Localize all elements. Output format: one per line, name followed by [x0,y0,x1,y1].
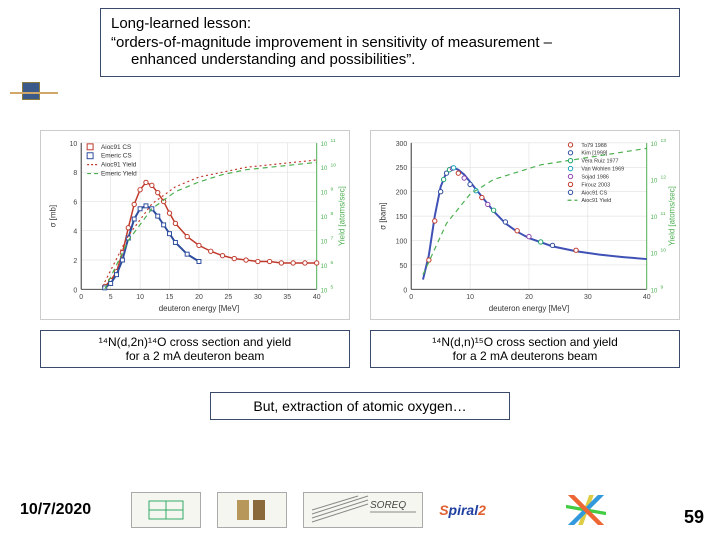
logo-soreq: SOREQ [303,492,423,528]
caption-row: ¹⁴N(d,2n)¹⁴O cross section and yieldfor … [40,330,680,368]
svg-text:10: 10 [321,191,328,197]
svg-text:10: 10 [651,215,658,221]
lesson-title: Long-learned lesson: [111,15,669,32]
svg-text:To79 1988: To79 1988 [581,143,606,149]
charts-row: 0510152025303540024681010510610710810910… [40,130,680,320]
chart-left: 0510152025303540024681010510610710810910… [40,130,350,320]
svg-text:10: 10 [321,215,328,221]
svg-text:10: 10 [331,162,337,168]
svg-text:Firouz 2003: Firouz 2003 [581,182,610,188]
svg-text:Vera Ruiz 1977: Vera Ruiz 1977 [581,159,618,165]
svg-text:200: 200 [396,190,408,197]
svg-text:250: 250 [396,165,408,172]
svg-text:10: 10 [136,294,144,301]
svg-text:50: 50 [400,263,408,270]
lesson-box: Long-learned lesson: “orders-of-magnitud… [100,8,680,77]
svg-text:25: 25 [225,294,233,301]
svg-text:10: 10 [321,166,328,172]
svg-text:5: 5 [109,294,113,301]
svg-text:12: 12 [661,174,667,180]
svg-text:10: 10 [466,294,474,301]
footer: 10/7/2020 SOREQ Spiral2 [0,492,720,528]
svg-text:Emeric Yield: Emeric Yield [101,171,137,178]
svg-text:10: 10 [651,252,658,258]
svg-text:0: 0 [403,287,407,294]
svg-text:5: 5 [331,284,334,290]
svg-text:20: 20 [195,294,203,301]
logo-inst-1 [131,492,201,528]
svg-text:40: 40 [313,294,321,301]
logo-inst-2 [217,492,287,528]
svg-text:0: 0 [79,294,83,301]
svg-text:Aioc91 CS: Aioc91 CS [101,144,131,151]
svg-text:Van Wohlen 1969: Van Wohlen 1969 [581,167,624,173]
caption-right: ¹⁴N(d,n)¹⁵O cross section and yieldfor a… [370,330,680,368]
svg-text:9: 9 [331,187,334,193]
svg-text:10: 10 [651,142,658,148]
svg-text:10: 10 [70,141,78,148]
svg-text:6: 6 [331,260,334,266]
lesson-line1: “orders-of-magnitude improvement in sens… [111,34,669,51]
svg-text:7: 7 [331,236,334,242]
slide-date: 10/7/2020 [20,501,91,519]
but-extraction-box: But, extraction of atomic oxygen… [210,392,510,420]
svg-text:10: 10 [321,264,328,270]
svg-text:0: 0 [409,294,413,301]
svg-text:150: 150 [396,214,408,221]
svg-text:Yield [atoms/sec]: Yield [atoms/sec] [667,186,676,246]
svg-text:13: 13 [661,138,667,144]
svg-text:40: 40 [643,294,651,301]
slide-bullet-decor [22,82,38,98]
svg-text:σ [mb]: σ [mb] [48,205,57,227]
svg-text:20: 20 [525,294,533,301]
svg-text:Sojad 1986: Sojad 1986 [581,174,609,180]
svg-text:100: 100 [396,238,408,245]
svg-text:deuteron energy [MeV]: deuteron energy [MeV] [159,304,239,313]
svg-text:σ [barn]: σ [barn] [378,202,387,229]
svg-text:2: 2 [73,258,77,265]
caption-left: ¹⁴N(d,2n)¹⁴O cross section and yieldfor … [40,330,350,368]
svg-text:9: 9 [661,284,664,290]
svg-text:10: 10 [321,288,328,294]
svg-text:10: 10 [661,248,667,254]
svg-text:Emeric CS: Emeric CS [101,153,132,160]
svg-text:30: 30 [584,294,592,301]
spiral2-burst-icon [566,495,606,525]
svg-text:4: 4 [73,229,77,236]
svg-text:Aioc91 CS: Aioc91 CS [581,190,607,196]
svg-text:15: 15 [166,294,174,301]
svg-text:10: 10 [321,142,328,148]
chart-right: 0102030400501001502002503001091010101110… [370,130,680,320]
svg-text:0: 0 [73,287,77,294]
svg-text:10: 10 [321,239,328,245]
page-number: 59 [684,507,704,528]
svg-text:Yield [atoms/sec]: Yield [atoms/sec] [337,186,346,246]
svg-text:6: 6 [73,199,77,206]
svg-text:35: 35 [283,294,291,301]
svg-text:10: 10 [651,288,658,294]
svg-text:8: 8 [331,211,334,217]
svg-text:8: 8 [73,170,77,177]
footer-logos: SOREQ Spiral2 [131,492,606,528]
svg-text:11: 11 [661,211,666,217]
svg-text:11: 11 [331,138,336,144]
logo-spiral2: Spiral2 [439,502,544,518]
svg-text:30: 30 [254,294,262,301]
lesson-line2: enhanced understanding and possibilities… [131,51,669,68]
svg-text:SOREQ: SOREQ [370,500,406,511]
svg-text:Aioc91 Yield: Aioc91 Yield [101,162,137,169]
svg-text:Aioc91 Yield: Aioc91 Yield [581,198,611,204]
svg-text:10: 10 [651,178,658,184]
svg-text:Kim [1999]: Kim [1999] [581,151,607,157]
svg-text:300: 300 [396,141,408,148]
svg-text:deuteron energy [MeV]: deuteron energy [MeV] [489,304,569,313]
